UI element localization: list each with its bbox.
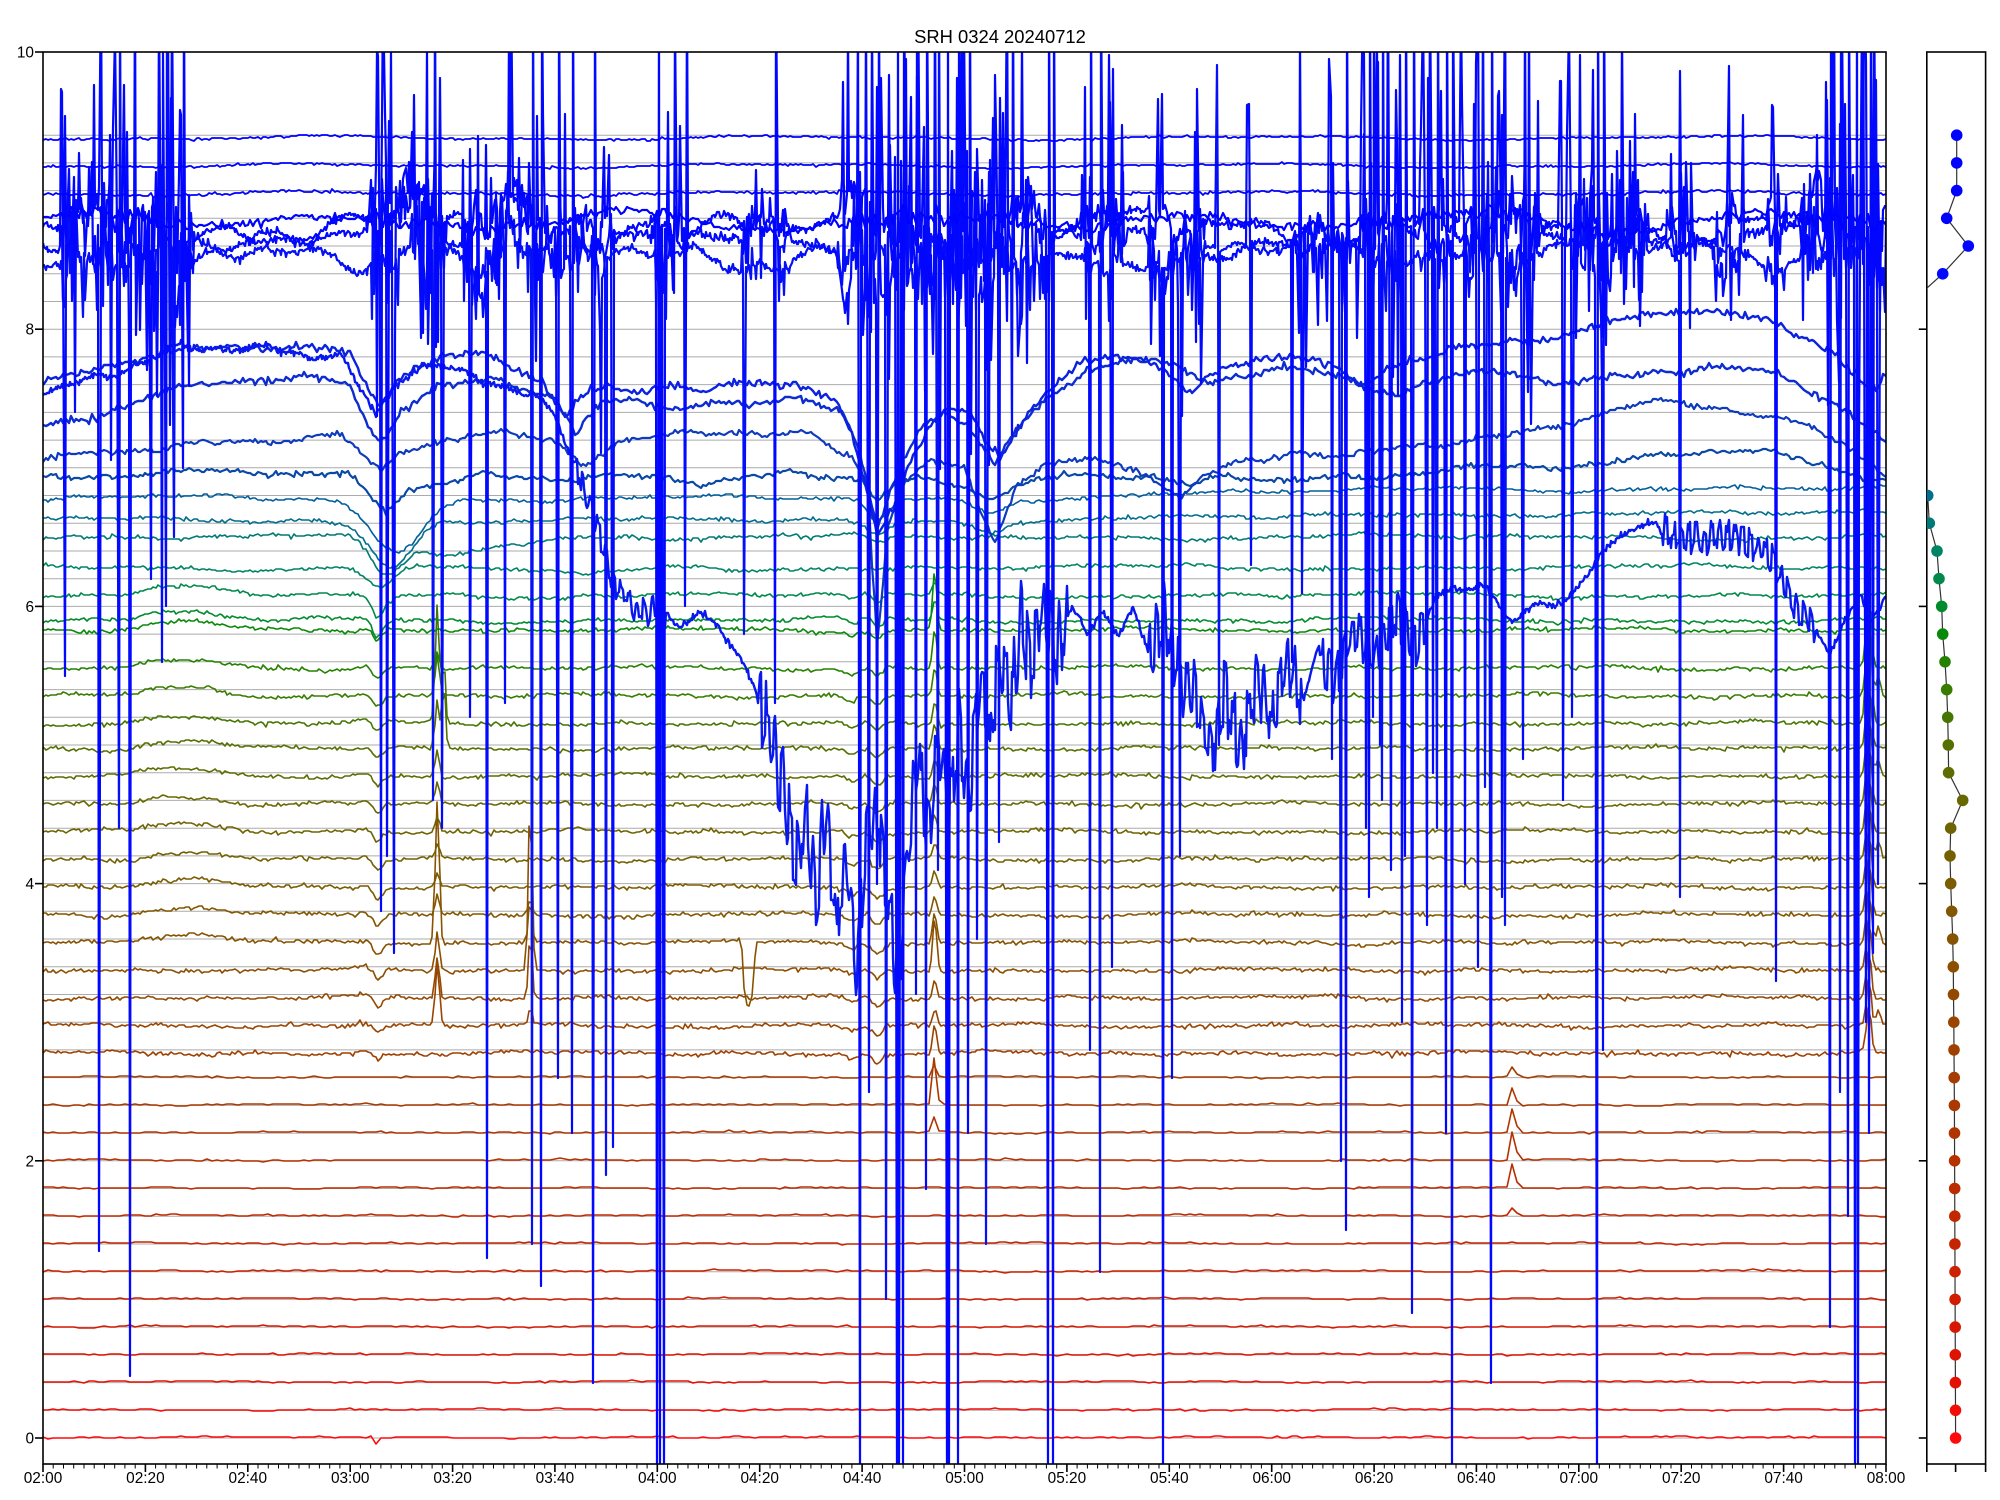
svg-text:10: 10 <box>17 45 34 62</box>
svg-text:06:40: 06:40 <box>1457 1470 1496 1487</box>
svg-text:04:00: 04:00 <box>638 1470 677 1487</box>
svg-text:06:20: 06:20 <box>1355 1470 1394 1487</box>
svg-text:04:40: 04:40 <box>843 1470 882 1487</box>
svg-text:07:00: 07:00 <box>1560 1470 1599 1487</box>
svg-text:07:20: 07:20 <box>1662 1470 1701 1487</box>
svg-text:02:00: 02:00 <box>24 1470 63 1487</box>
svg-text:02:20: 02:20 <box>126 1470 165 1487</box>
svg-text:05:00: 05:00 <box>945 1470 984 1487</box>
svg-text:4: 4 <box>25 876 34 893</box>
svg-text:03:20: 03:20 <box>433 1470 472 1487</box>
svg-text:08:00: 08:00 <box>1867 1470 1906 1487</box>
svg-text:06:00: 06:00 <box>1252 1470 1291 1487</box>
svg-text:05:20: 05:20 <box>1048 1470 1087 1487</box>
svg-text:2: 2 <box>25 1153 34 1170</box>
svg-text:04:20: 04:20 <box>740 1470 779 1487</box>
svg-text:03:00: 03:00 <box>331 1470 370 1487</box>
svg-text:02:40: 02:40 <box>229 1470 268 1487</box>
svg-text:07:40: 07:40 <box>1764 1470 1803 1487</box>
svg-text:6: 6 <box>25 599 34 616</box>
svg-text:0: 0 <box>25 1431 34 1448</box>
svg-text:8: 8 <box>25 322 34 339</box>
svg-text:03:40: 03:40 <box>536 1470 575 1487</box>
svg-text:SRH 0324 20240712: SRH 0324 20240712 <box>914 26 1086 47</box>
svg-text:05:40: 05:40 <box>1150 1470 1189 1487</box>
